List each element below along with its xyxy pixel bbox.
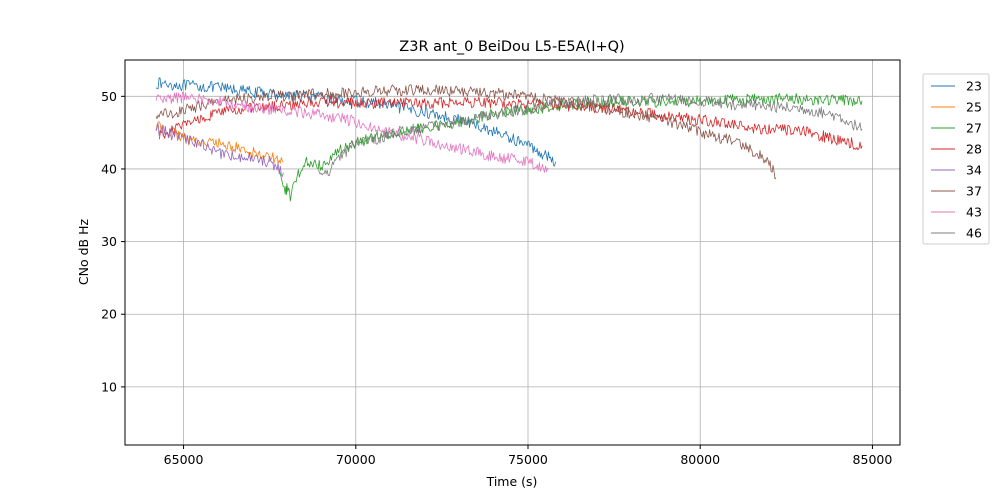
series-line-43 <box>155 91 549 173</box>
y-tick-label: 20 <box>101 307 117 322</box>
legend: 23 25 27 28 34 37 43 46 <box>922 73 990 245</box>
legend-label-46: 46 <box>966 226 982 241</box>
legend-label-34: 34 <box>966 163 982 178</box>
legend-box <box>922 73 990 245</box>
y-axis-label: CNo dB Hz <box>76 218 91 285</box>
chart-title: Z3R ant_0 BeiDou L5-E5A(I+Q) <box>399 39 624 55</box>
series-line-37 <box>155 84 777 180</box>
x-tick-label: 75000 <box>508 452 548 467</box>
series-line-34 <box>155 123 284 177</box>
legend-label-28: 28 <box>966 142 982 157</box>
y-tick-label: 40 <box>101 161 117 176</box>
legend-label-37: 37 <box>966 184 982 199</box>
series-line-46 <box>317 92 863 177</box>
axis-ticks: 65000 70000 75000 80000 85000 10 20 30 40 50 <box>101 89 892 467</box>
series-group <box>155 77 863 202</box>
x-axis-label: Time (s) <box>486 474 538 489</box>
x-tick-label: 70000 <box>336 452 376 467</box>
legend-label-27: 27 <box>966 121 982 136</box>
x-tick-label: 85000 <box>853 452 893 467</box>
y-tick-label: 30 <box>101 234 117 249</box>
x-tick-label: 80000 <box>680 452 720 467</box>
plot-frame <box>124 59 901 446</box>
y-tick-label: 50 <box>101 89 117 104</box>
grid <box>125 60 900 445</box>
legend-label-23: 23 <box>966 79 982 94</box>
legend-label-43: 43 <box>966 205 982 220</box>
legend-label-25: 25 <box>966 100 982 115</box>
x-tick-label: 65000 <box>164 452 204 467</box>
series-line-23 <box>155 77 556 167</box>
y-tick-label: 10 <box>101 379 117 394</box>
